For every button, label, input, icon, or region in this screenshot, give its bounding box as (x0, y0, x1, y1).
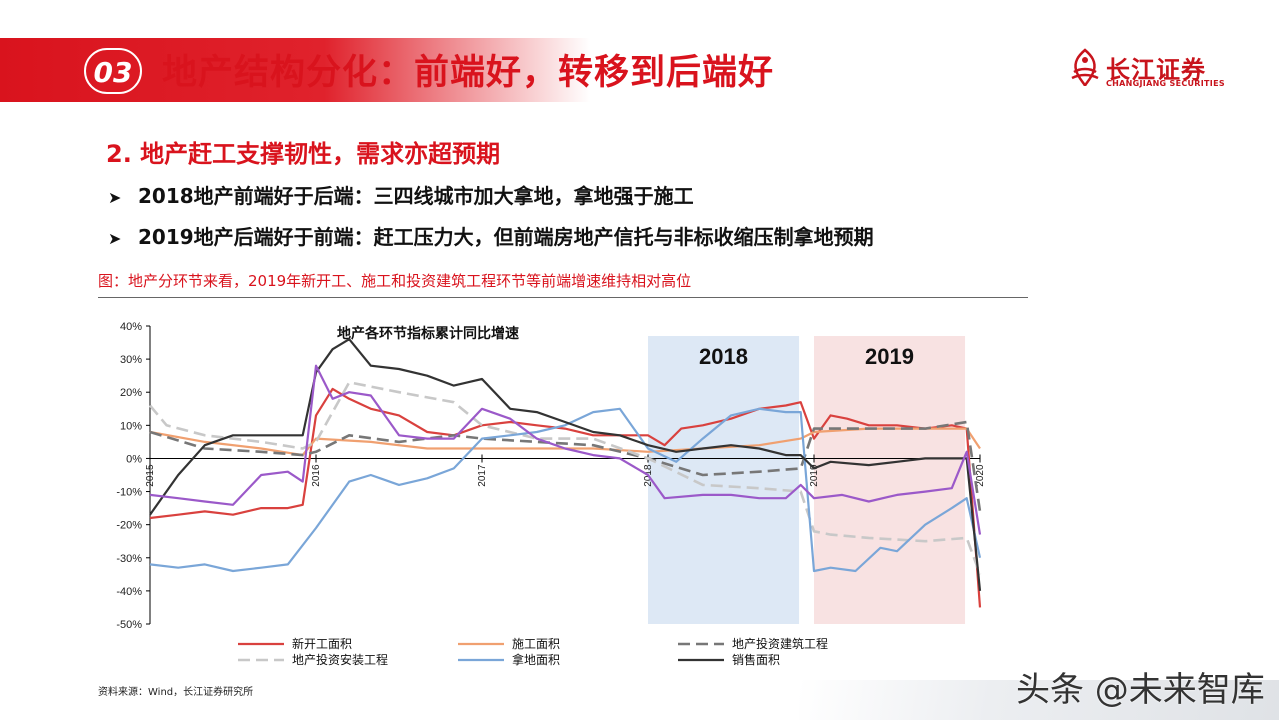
series-line (149, 407, 982, 573)
y-tick-label: 30% (120, 354, 142, 366)
logo-mark-icon (1071, 48, 1099, 87)
y-tick-label: -20% (116, 520, 142, 532)
legend-label: 地产投资安装工程 (292, 652, 388, 667)
legend-label: 地产投资建筑工程 (732, 636, 828, 651)
watermark: 头条 @未来智库 (1016, 670, 1265, 710)
source-note: 资料来源：Wind，长江证券研究所 (98, 687, 254, 698)
x-tick-label: 2019 (809, 464, 820, 487)
x-tick-label: 2017 (477, 464, 488, 487)
bullet-text: 2019地产后端好于前端：赶工压力大，但前端房地产信托与非标收缩压制拿地预期 (138, 225, 874, 249)
legend-label: 新开工面积 (292, 636, 352, 651)
y-tick-label: 40% (120, 321, 142, 333)
logo-name-cn: 长江证券 (1106, 56, 1206, 84)
y-tick-label: -10% (116, 487, 142, 499)
series-line (149, 387, 982, 608)
series-line (149, 381, 982, 575)
page-title: 地产结构分化：前端好，转移到后端好 (162, 53, 775, 93)
x-tick-label: 2016 (311, 464, 322, 487)
series-line (149, 364, 982, 535)
y-tick-label: 0% (126, 453, 142, 465)
bullet-text: 2018地产前端好于后端：三四线城市加大拿地，拿地强于施工 (138, 184, 694, 208)
section-number-badge: 03 (84, 48, 142, 94)
y-tick-label: 20% (120, 387, 142, 399)
company-logo: 长江证券 CHANGJIANG SECURITIES (1068, 48, 1238, 94)
highlight-label: 2019 (865, 344, 914, 369)
legend-label: 销售面积 (732, 652, 780, 667)
section-subtitle: 2. 地产赶工支撑韧性，需求亦超预期 (106, 140, 501, 168)
x-tick-label: 2020 (975, 464, 986, 487)
series-line (149, 338, 982, 592)
bullet-item: ➤ 2018地产前端好于后端：三四线城市加大拿地，拿地强于施工 (108, 180, 694, 209)
chart-title: 地产各环节指标累计同比增速 (337, 325, 519, 342)
series-line (149, 420, 982, 512)
highlight-band (814, 336, 966, 624)
y-tick-label: -50% (116, 619, 142, 631)
y-tick-label: 10% (120, 420, 142, 432)
bullet-item: ➤ 2019地产后端好于前端：赶工压力大，但前端房地产信托与非标收缩压制拿地预期 (108, 221, 874, 250)
logo-name-en: CHANGJIANG SECURITIES (1106, 79, 1225, 88)
arrow-bullet-icon: ➤ (108, 188, 122, 207)
y-tick-label: -30% (116, 553, 142, 565)
highlight-band (648, 336, 800, 624)
line-chart: 2018 2019 40% 30% 20% 10% 0% -10% -20% -30% -40% -5… (116, 321, 986, 667)
legend-label: 施工面积 (512, 637, 560, 651)
y-tick-label: -40% (116, 586, 142, 598)
x-tick-label: 2015 (145, 464, 156, 487)
caption-divider (98, 297, 1028, 298)
arrow-bullet-icon: ➤ (108, 229, 122, 248)
highlight-label: 2018 (699, 344, 748, 369)
legend-label: 拿地面积 (512, 652, 560, 667)
figure-caption: 图：地产分环节来看，2019年新开工、施工和投资建筑工程环节等前端增速维持相对高… (98, 272, 692, 290)
background-shape (799, 680, 1279, 720)
